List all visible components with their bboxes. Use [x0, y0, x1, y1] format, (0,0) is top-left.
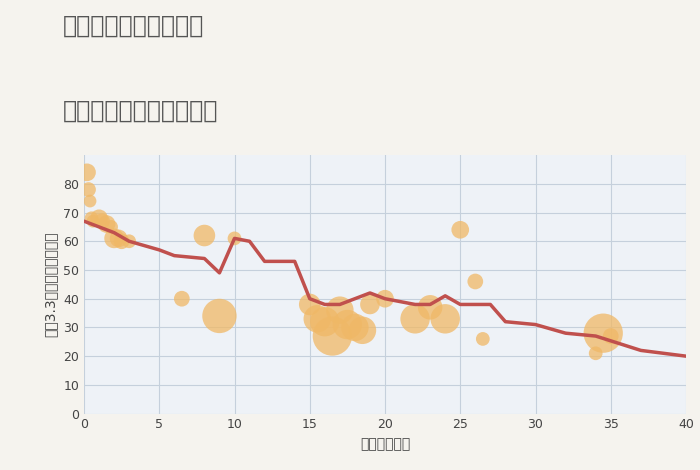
Point	[88, 218, 99, 225]
Point	[357, 327, 368, 334]
Point	[113, 235, 124, 242]
Point	[229, 235, 240, 242]
Point	[106, 223, 117, 231]
Point	[214, 312, 225, 320]
Point	[440, 315, 451, 322]
Point	[97, 218, 108, 225]
Point	[379, 295, 391, 303]
Point	[312, 315, 323, 322]
Text: 埼玉県本庄市朝日町の: 埼玉県本庄市朝日町の	[63, 14, 204, 38]
Point	[342, 321, 353, 329]
Point	[410, 315, 421, 322]
Point	[304, 301, 315, 308]
Point	[605, 332, 617, 340]
Point	[93, 214, 105, 222]
Point	[199, 232, 210, 239]
Point	[335, 306, 346, 314]
Text: 築年数別中古戸建て価格: 築年数別中古戸建て価格	[63, 99, 218, 123]
Point	[85, 197, 96, 205]
Point	[176, 295, 188, 303]
Point	[116, 237, 127, 245]
Y-axis label: 坪（3.3㎡）単価（万円）: 坪（3.3㎡）単価（万円）	[43, 232, 57, 337]
Point	[319, 318, 330, 325]
Point	[470, 278, 481, 285]
Point	[455, 226, 466, 234]
Point	[83, 186, 94, 193]
Point	[123, 237, 134, 245]
Point	[86, 214, 97, 222]
Point	[327, 332, 338, 340]
Point	[364, 301, 375, 308]
Point	[101, 220, 112, 228]
Point	[81, 169, 92, 176]
X-axis label: 築年数（年）: 築年数（年）	[360, 437, 410, 451]
Point	[108, 235, 120, 242]
Point	[590, 350, 601, 357]
Point	[424, 304, 435, 311]
Point	[477, 335, 489, 343]
Point	[598, 329, 609, 337]
Point	[349, 324, 360, 331]
